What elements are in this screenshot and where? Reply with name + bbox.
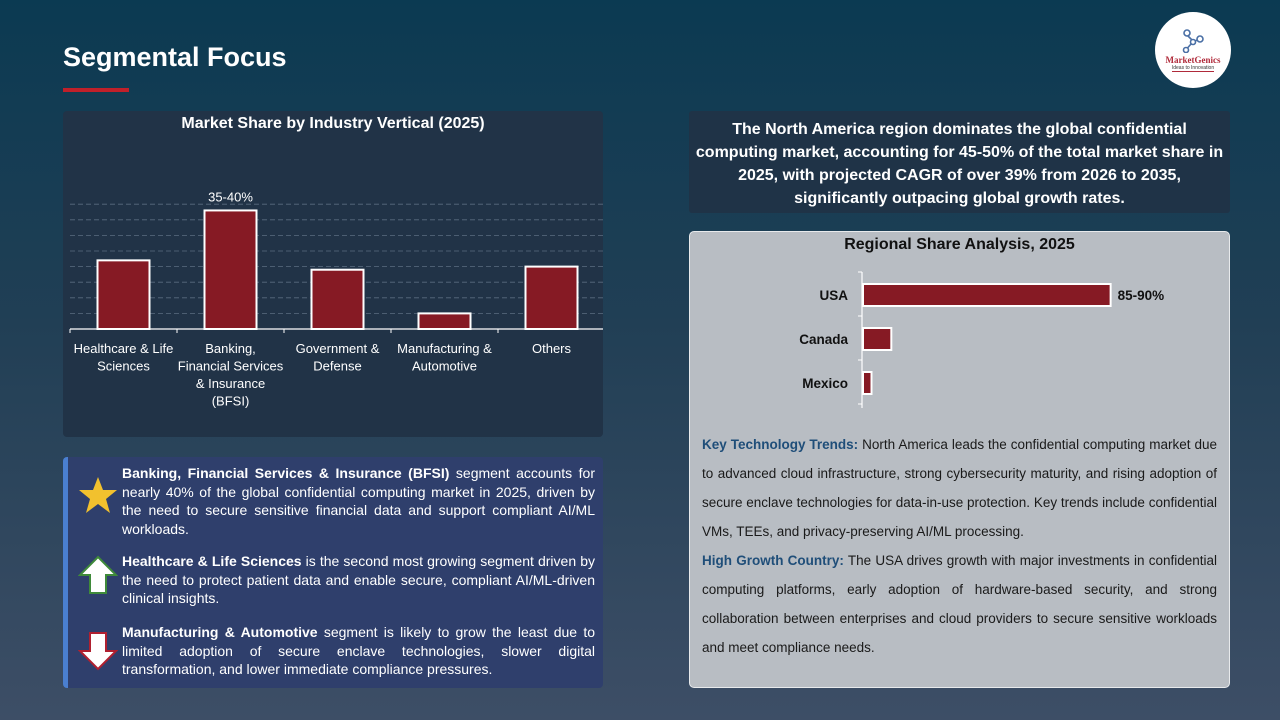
bar bbox=[203, 209, 258, 330]
data-label: 35-40% bbox=[208, 189, 253, 204]
title-underline bbox=[63, 88, 129, 92]
arrow-up-icon bbox=[78, 555, 118, 594]
x-tick-label: Healthcare & Life Sciences bbox=[74, 341, 174, 374]
bar bbox=[862, 283, 1112, 307]
chart-title: Regional Share Analysis, 2025 bbox=[844, 236, 1075, 253]
logo: MarketGenics Ideas to Innovation bbox=[1155, 12, 1231, 88]
summary-box: The North America region dominates the g… bbox=[689, 111, 1230, 213]
regional-bar-chart: USA 85-90% Canada Mexico bbox=[799, 271, 1165, 408]
insight-healthcare: Healthcare & Life Sciences is the second… bbox=[122, 553, 595, 606]
chart-title: Market Share by Industry Vertical (2025) bbox=[181, 115, 485, 132]
insights-panel: Banking, Financial Services & Insurance … bbox=[63, 457, 603, 688]
page-title: Segmental Focus bbox=[63, 42, 287, 72]
insight-bfsi: Banking, Financial Services & Insurance … bbox=[122, 465, 595, 537]
network-icon bbox=[1182, 28, 1204, 53]
bar bbox=[96, 259, 151, 330]
regional-panel: Regional Share Analysis, 2025 USA 85-90% C… bbox=[689, 231, 1230, 688]
bar bbox=[417, 312, 472, 330]
y-tick-label: Canada bbox=[799, 332, 848, 347]
y-tick-label: Mexico bbox=[802, 376, 848, 391]
y-tick-label: USA bbox=[819, 288, 848, 303]
x-tick-label: Manufacturing & Automotive bbox=[397, 341, 492, 374]
industry-chart-panel: Market Share by Industry Vertical (2025)… bbox=[63, 111, 603, 437]
star-icon bbox=[79, 477, 117, 513]
x-tick-label: Banking, Financial Services & Insurance (BF… bbox=[178, 341, 284, 409]
bar bbox=[310, 268, 365, 330]
description: Key Technology Trends: North America lea… bbox=[702, 437, 1217, 655]
industry-bar-chart: Healthcare & Life Sciences 35-40% Banking, F… bbox=[69, 189, 603, 409]
bar bbox=[862, 327, 893, 351]
bar bbox=[524, 265, 579, 331]
insight-manufacturing: Manufacturing & Automotive segment is li… bbox=[122, 624, 595, 677]
x-tick-label: Government & Defense bbox=[296, 341, 380, 374]
data-label: 85-90% bbox=[1118, 288, 1165, 303]
bar bbox=[862, 371, 873, 395]
arrow-down-icon bbox=[78, 632, 118, 671]
x-tick-label: Others bbox=[532, 341, 572, 356]
